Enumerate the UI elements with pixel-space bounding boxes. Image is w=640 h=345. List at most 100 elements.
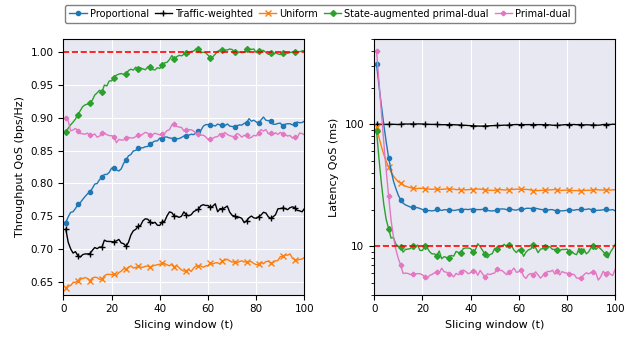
Traffic-weighted	[301, 206, 308, 210]
Proportional	[260, 115, 268, 119]
Line: Proportional: Proportional	[64, 115, 307, 225]
Traffic-weighted	[431, 122, 438, 127]
Uniform	[575, 189, 583, 193]
X-axis label: Slicing window (t): Slicing window (t)	[134, 320, 234, 330]
Uniform	[301, 255, 308, 259]
Proportional	[611, 209, 619, 213]
Legend: Proportional, Traffic-weighted, Uniform, State-augmented primal-dual, Primal-dua: Proportional, Traffic-weighted, Uniform,…	[65, 5, 575, 23]
Proportional	[372, 62, 380, 67]
Line: Primal-dual: Primal-dual	[64, 116, 307, 145]
Proportional	[291, 121, 299, 126]
Primal-dual	[62, 116, 70, 120]
Traffic-weighted	[604, 122, 612, 126]
Primal-dual	[595, 278, 602, 282]
Uniform	[185, 267, 193, 271]
Primal-dual	[291, 135, 299, 139]
State-augmented primal-dual	[284, 51, 291, 55]
Line: Uniform: Uniform	[63, 251, 307, 291]
Traffic-weighted	[120, 241, 127, 246]
Uniform	[428, 187, 436, 191]
State-augmented primal-dual	[192, 47, 200, 51]
Proportional	[498, 207, 506, 211]
Primal-dual	[419, 273, 426, 277]
State-augmented primal-dual	[108, 79, 115, 83]
State-augmented primal-dual	[62, 130, 70, 134]
Y-axis label: Latency QoS (ms): Latency QoS (ms)	[329, 117, 339, 217]
Uniform	[611, 188, 619, 192]
Primal-dual	[188, 128, 195, 132]
Traffic-weighted	[76, 255, 84, 259]
Primal-dual	[284, 134, 291, 138]
Traffic-weighted	[476, 124, 484, 128]
Traffic-weighted	[110, 240, 118, 244]
Uniform	[291, 257, 299, 262]
Traffic-weighted	[207, 205, 214, 209]
Primal-dual	[301, 133, 308, 137]
X-axis label: Slicing window (t): Slicing window (t)	[445, 320, 545, 330]
Primal-dual	[113, 141, 120, 145]
Traffic-weighted	[597, 123, 605, 127]
State-augmented primal-dual	[498, 244, 506, 248]
State-augmented primal-dual	[602, 252, 609, 256]
Traffic-weighted	[62, 227, 70, 231]
Line: Proportional: Proportional	[374, 62, 617, 213]
Proportional	[185, 133, 193, 137]
Proportional	[284, 122, 291, 126]
Uniform	[204, 264, 212, 268]
Proportional	[419, 207, 426, 211]
Proportional	[428, 209, 436, 213]
Uniform	[495, 187, 503, 191]
Uniform	[108, 273, 115, 277]
Proportional	[301, 119, 308, 123]
State-augmented primal-dual	[301, 48, 308, 52]
Line: Primal-dual: Primal-dual	[374, 49, 617, 282]
Traffic-weighted	[188, 213, 195, 217]
Proportional	[108, 166, 115, 170]
Traffic-weighted	[611, 122, 619, 126]
Primal-dual	[515, 270, 523, 274]
Proportional	[595, 208, 602, 212]
Primal-dual	[611, 267, 619, 271]
Proportional	[117, 167, 125, 171]
Uniform	[286, 252, 294, 256]
Uniform	[602, 188, 609, 192]
Line: Uniform: Uniform	[374, 124, 618, 194]
Uniform	[419, 186, 426, 190]
Uniform	[117, 269, 125, 273]
Primal-dual	[108, 134, 115, 138]
Uniform	[515, 187, 523, 191]
State-augmented primal-dual	[595, 245, 602, 249]
Traffic-weighted	[286, 206, 294, 210]
Line: State-augmented primal-dual: State-augmented primal-dual	[374, 129, 617, 261]
State-augmented primal-dual	[517, 248, 525, 252]
Proportional	[517, 207, 525, 211]
State-augmented primal-dual	[117, 71, 125, 76]
State-augmented primal-dual	[372, 129, 380, 133]
State-augmented primal-dual	[419, 248, 426, 253]
Traffic-weighted	[293, 208, 301, 213]
Primal-dual	[592, 271, 600, 275]
State-augmented primal-dual	[438, 257, 445, 261]
Line: State-augmented primal-dual: State-augmented primal-dual	[64, 47, 307, 134]
State-augmented primal-dual	[291, 50, 299, 54]
Uniform	[62, 286, 70, 290]
State-augmented primal-dual	[428, 252, 436, 256]
Line: Traffic-weighted: Traffic-weighted	[62, 200, 308, 260]
Traffic-weighted	[500, 123, 508, 127]
Traffic-weighted	[520, 122, 527, 127]
Uniform	[282, 253, 289, 257]
Line: Traffic-weighted: Traffic-weighted	[373, 120, 619, 130]
Uniform	[372, 125, 380, 129]
Primal-dual	[428, 273, 436, 277]
Proportional	[602, 207, 609, 211]
Proportional	[62, 220, 70, 225]
Traffic-weighted	[211, 202, 219, 206]
State-augmented primal-dual	[611, 242, 619, 246]
State-augmented primal-dual	[185, 52, 193, 57]
Y-axis label: Throughput QoS (bps/Hz): Throughput QoS (bps/Hz)	[15, 97, 25, 237]
Primal-dual	[207, 137, 214, 141]
Uniform	[595, 188, 602, 192]
Traffic-weighted	[421, 122, 429, 126]
State-augmented primal-dual	[207, 56, 214, 60]
Traffic-weighted	[372, 122, 380, 126]
